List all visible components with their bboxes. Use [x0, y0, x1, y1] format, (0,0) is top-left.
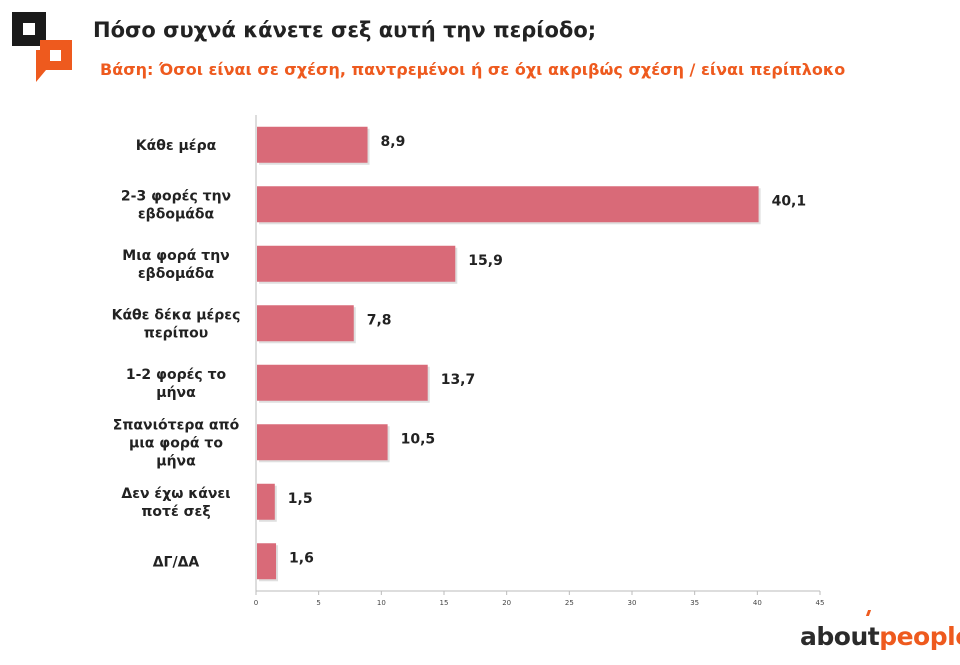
x-tick-label: 30 [628, 599, 637, 607]
bar [257, 543, 277, 580]
category-label-line: Δεν έχω κάνει [121, 486, 230, 502]
category-label-line: Μια φορά την [122, 248, 229, 264]
bar [257, 364, 428, 401]
category-label: Δεν έχω κάνει ποτέ σεξ [121, 486, 230, 520]
bar [257, 126, 368, 163]
brand-wordmark: aboutpeople [800, 622, 960, 651]
aboutpeople-logo [12, 12, 72, 82]
category-label-line: ΔΓ/ΔΑ [153, 554, 200, 570]
category-label-line: περίπου [144, 325, 209, 341]
data-label: 7,8 [367, 312, 392, 328]
category-label-line: 1-2 φορές το [126, 367, 227, 383]
category-label: Σπανιότερα από μια φορά το μήνα [113, 417, 240, 469]
bar [257, 483, 275, 520]
category-label-line: Κάθε μέρα [136, 138, 217, 154]
chart-title: Πόσο συχνά κάνετε σεξ αυτή την περίοδο; [93, 18, 597, 42]
category-label: 2-3 φορές την εβδομάδα [121, 188, 231, 222]
x-tick-label: 15 [440, 599, 449, 607]
data-label: 8,9 [381, 134, 406, 150]
x-tick-label: 40 [753, 599, 762, 607]
category-label: Κάθε μέρα [136, 138, 217, 154]
category-label: Μια φορά την εβδομάδα [122, 248, 229, 282]
x-tick-label: 10 [377, 599, 386, 607]
category-label-line: μήνα [156, 453, 196, 469]
brand-about: about [800, 622, 880, 651]
bar [257, 305, 354, 342]
x-tick-label: 35 [690, 599, 699, 607]
category-label-line: ποτέ σεξ [141, 504, 210, 520]
category-label-line: 2-3 φορές την [121, 188, 231, 204]
x-tick-label: 25 [565, 599, 574, 607]
category-label-line: Κάθε δέκα μέρες [112, 307, 241, 323]
category-label-line: εβδομάδα [138, 266, 215, 282]
data-label: 15,9 [468, 253, 503, 269]
category-label: ΔΓ/ΔΑ [153, 554, 200, 570]
x-tick-label: 5 [316, 599, 320, 607]
category-label-line: εβδομάδα [138, 206, 215, 222]
x-tick-label: 20 [502, 599, 511, 607]
category-label-line: Σπανιότερα από [113, 417, 240, 433]
category-label: Κάθε δέκα μέρες περίπου [112, 307, 241, 341]
bar [257, 186, 759, 223]
data-label: 1,6 [289, 550, 314, 566]
x-tick-label: 0 [254, 599, 258, 607]
x-tick-label: 45 [816, 599, 825, 607]
bar [257, 424, 388, 461]
category-label-line: μήνα [156, 385, 196, 401]
data-label: 40,1 [772, 193, 807, 209]
category-label: 1-2 φορές το μήνα [126, 367, 227, 401]
data-label: 10,5 [401, 431, 436, 447]
bar [257, 245, 456, 282]
chart-subtitle: Βάση: Όσοι είναι σε σχέση, παντρεμένοι ή… [100, 60, 846, 79]
brand-people: people [879, 622, 960, 651]
data-label: 1,5 [288, 491, 313, 507]
category-label-line: μια φορά το [129, 435, 223, 451]
data-label: 13,7 [441, 372, 476, 388]
